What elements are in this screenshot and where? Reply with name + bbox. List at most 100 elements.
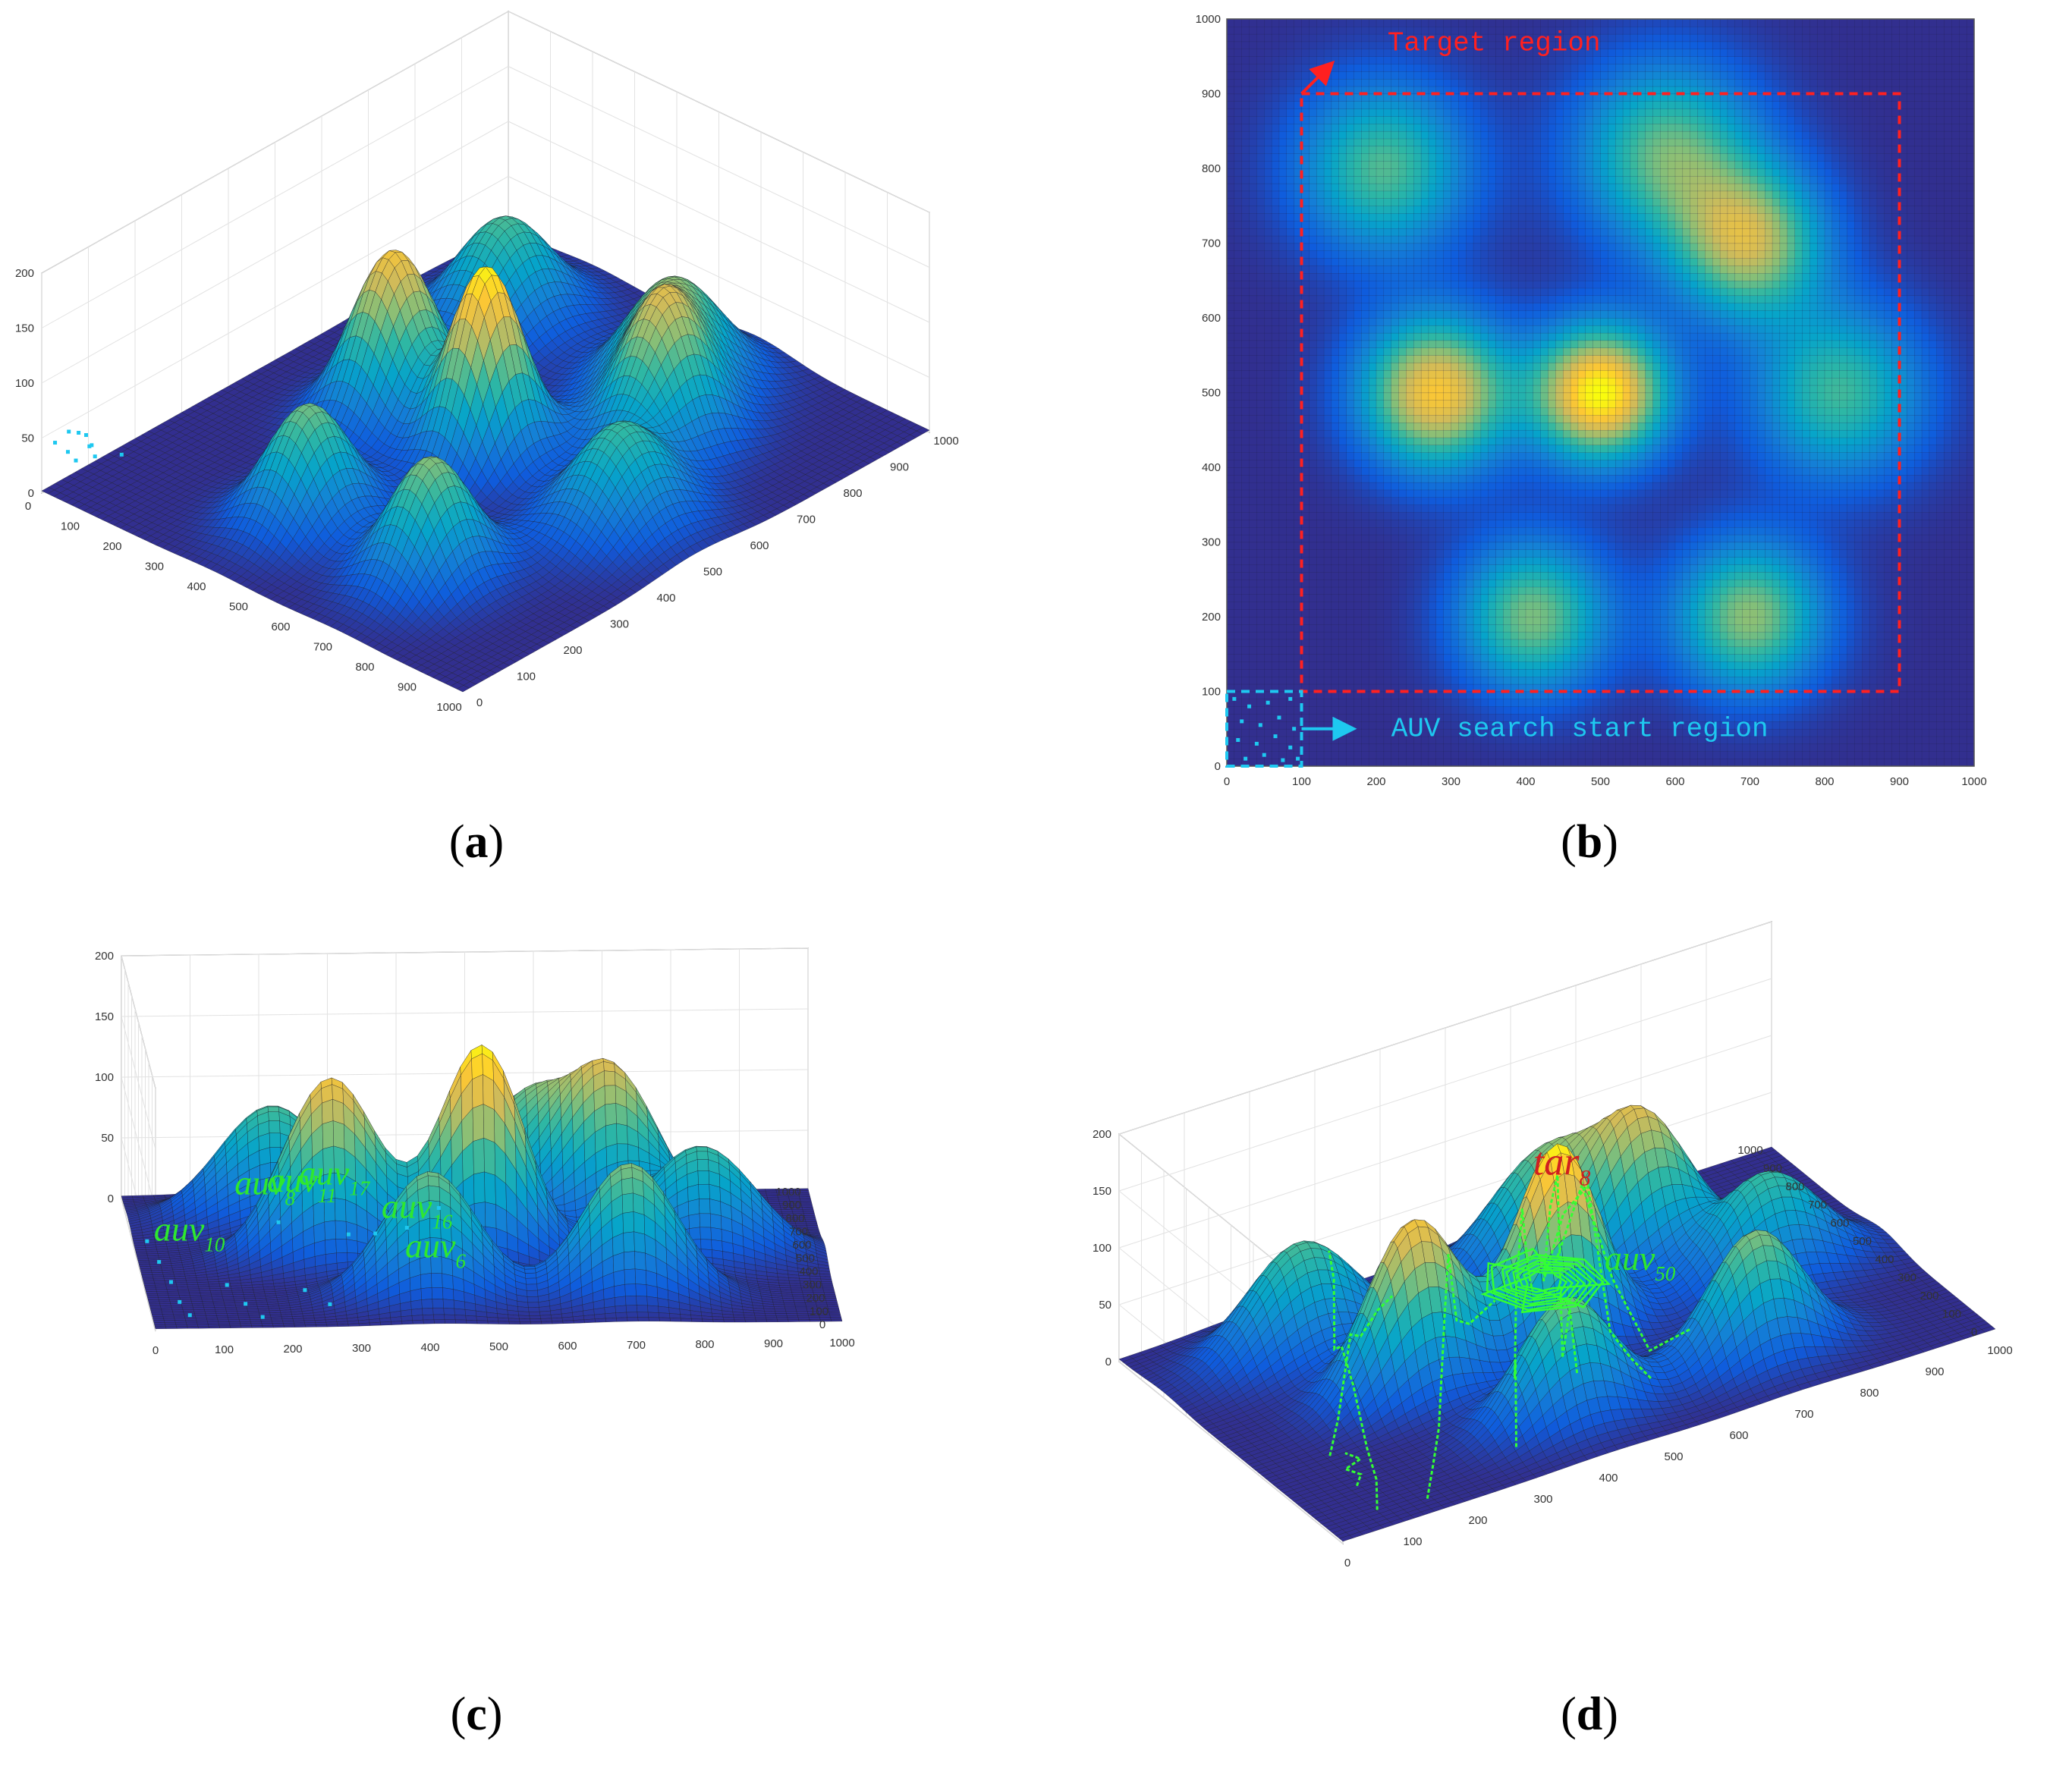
x-tick-label: 900 <box>764 1337 783 1350</box>
auv-marker <box>1258 723 1262 727</box>
x-tick-label: 800 <box>1815 775 1834 788</box>
auv-marker <box>260 1315 265 1319</box>
plot-frame <box>1226 18 1975 767</box>
panel-c-surface-chart: 0 100 200 300 400 500 600 700 800 900 100001002003… <box>95 947 855 1357</box>
auv-marker <box>1281 758 1285 762</box>
y-tick-label: 700 <box>1808 1199 1827 1211</box>
y-tick-label: 100 <box>810 1305 828 1318</box>
axis-ticks: 0100200300400500600700800900100001002003… <box>1093 1128 2013 1569</box>
y-tick-label: 300 <box>803 1279 822 1292</box>
x-tick-label: 0 <box>25 500 31 513</box>
x-tick-label: 400 <box>1516 775 1535 788</box>
x-tick-label: 100 <box>1403 1535 1422 1548</box>
auv-marker <box>1254 741 1259 746</box>
auv-marker <box>53 441 58 445</box>
auv-marker <box>276 1220 281 1224</box>
y-tick-label: 600 <box>792 1239 811 1252</box>
auv-trajectory <box>1542 1183 1652 1379</box>
auv-marker <box>373 1231 378 1236</box>
start-region-box <box>1225 690 1303 768</box>
auv-marker <box>404 1226 409 1230</box>
x-tick-label: 0 <box>1344 1557 1350 1569</box>
surface-mesh <box>41 215 930 693</box>
auv-marker <box>328 1302 332 1306</box>
x-tick-label: 600 <box>558 1340 577 1353</box>
z-tick-label: 200 <box>15 267 34 280</box>
y-tick-label: 800 <box>785 1212 804 1225</box>
panel-b-heatmap-chart: 0 100 200 300 400 500 600 700 800 900 1000 0 100 200 3… <box>1196 13 1987 788</box>
auv-marker <box>1262 752 1266 757</box>
panel-d-surface-chart: 0100200300400500600700800900100001002003… <box>1093 921 2013 1569</box>
auv-marker <box>1292 727 1297 731</box>
y-tick-label: 0 <box>1971 1326 1977 1339</box>
panel-label-c: (c) <box>451 1689 503 1740</box>
panel-label-b: (b) <box>1561 816 1618 868</box>
x-tick-label: 700 <box>313 641 332 654</box>
auv-annotation: auv50 <box>1605 1239 1676 1285</box>
auv-marker <box>119 452 124 457</box>
y-tick-label: 400 <box>1202 461 1221 474</box>
z-tick-label: 100 <box>1093 1242 1111 1255</box>
z-tick-label: 150 <box>15 322 34 335</box>
auv-markers <box>1232 696 1300 762</box>
y-tick-label: 900 <box>782 1199 801 1212</box>
x-tick-label: 400 <box>187 580 206 593</box>
auv-marker <box>1247 704 1252 708</box>
x-tick-label: 1000 <box>436 701 461 714</box>
auv-cluster <box>1480 1247 1611 1314</box>
z-tick-label: 50 <box>1099 1299 1111 1312</box>
y-tick-label: 500 <box>703 566 722 579</box>
y-tick-label: 900 <box>890 461 909 474</box>
z-tick-label: 100 <box>95 1071 114 1084</box>
auv-marker <box>1236 738 1240 743</box>
x-tick-label: 200 <box>283 1343 302 1356</box>
auv-marker <box>66 450 70 454</box>
x-tick-label: 1000 <box>1961 775 1986 788</box>
x-tick-label: 400 <box>420 1341 439 1354</box>
y-tick-label: 500 <box>1202 387 1221 400</box>
auv-trajectory <box>1328 1250 1379 1510</box>
x-tick-label: 600 <box>1729 1429 1748 1442</box>
auv-trajectories <box>1328 1174 1690 1510</box>
auv-marker <box>1232 696 1237 701</box>
start-region-label: AUV search start region <box>1391 714 1769 745</box>
y-tick-label: 700 <box>797 514 816 526</box>
y-tick-label: 400 <box>1875 1253 1894 1266</box>
z-tick-label: 200 <box>95 950 114 963</box>
x-tick-label: 800 <box>355 661 374 674</box>
auv-marker <box>1273 734 1278 739</box>
x-tick-label: 500 <box>1664 1450 1683 1463</box>
auv-marker <box>1288 745 1293 749</box>
y-tick-label: 0 <box>476 696 483 709</box>
z-tick-label: 150 <box>1093 1185 1111 1198</box>
x-tick-label: 700 <box>627 1339 646 1352</box>
y-tick-label: 700 <box>789 1226 808 1239</box>
auv-marker <box>84 433 88 437</box>
y-tick-label: 1000 <box>1737 1144 1762 1157</box>
auv-marker <box>436 1205 441 1210</box>
x-tick-label: 700 <box>1794 1408 1813 1421</box>
auv-annotation: auv16 <box>382 1186 453 1233</box>
heatmap-cells <box>1226 18 1975 767</box>
x-tick-label: 700 <box>1740 775 1759 788</box>
auv-trajectory <box>1542 1174 1579 1374</box>
y-tick-label: 300 <box>1897 1271 1916 1284</box>
x-tick-label: 900 <box>1890 775 1909 788</box>
y-tick-label: 0 <box>819 1318 825 1331</box>
y-tick-label: 400 <box>656 592 675 605</box>
y-tick-label: 900 <box>1763 1162 1782 1175</box>
y-tick-label: 100 <box>1202 686 1221 699</box>
z-tick-label: 150 <box>95 1010 114 1023</box>
z-tick-label: 50 <box>21 432 34 445</box>
z-tick-label: 100 <box>15 377 34 390</box>
auv-marker <box>346 1232 351 1236</box>
x-tick-label: 400 <box>1599 1472 1618 1485</box>
auv-marker <box>145 1239 149 1243</box>
auv-marker <box>187 1313 192 1318</box>
x-tick-label: 800 <box>695 1338 714 1351</box>
auv-trajectory <box>1343 1452 1363 1487</box>
x-tick-label: 300 <box>1442 775 1460 788</box>
